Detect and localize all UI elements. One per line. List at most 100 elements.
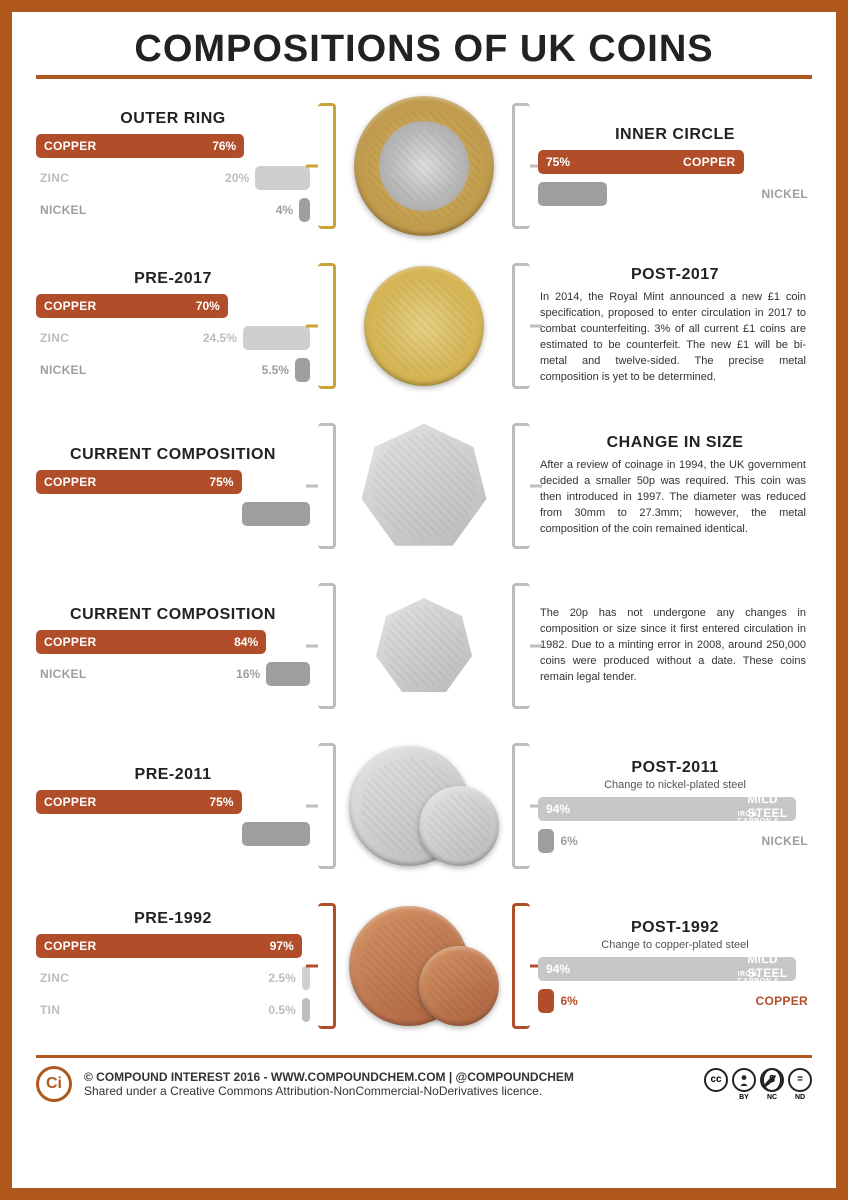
composition-bar: ZINC 24.5%	[36, 326, 310, 350]
bracket	[318, 891, 336, 1041]
right-panel: CHANGE IN SIZE After a review of coinage …	[538, 434, 812, 538]
coin-column	[344, 266, 504, 386]
bar-group: COPPER 76% ZINC 20% NICKEL 4%	[36, 134, 310, 222]
panel-title: PRE-1992	[36, 910, 310, 928]
composition-bar: COPPER 76%	[36, 134, 310, 158]
right-panel: POST-2011 Change to nickel-plated steel 9…	[538, 759, 812, 853]
title-rule	[36, 75, 812, 79]
panel-title: POST-1992	[538, 919, 812, 937]
composition-bar: 25% NICKEL	[538, 182, 812, 206]
bar-group: 75% COPPER 25% NICKEL	[538, 150, 812, 206]
composition-bar: 94% MILD STEELIRON, CARBON & MANGANESE	[538, 797, 812, 821]
composition-bar: COPPER 84%	[36, 630, 310, 654]
composition-bar: NICKEL 25%	[36, 502, 310, 526]
left-panel: PRE-2017 COPPER 70%ZINC 24.5% NICKEL 5.5…	[36, 270, 310, 382]
cc-badge-cc: cc	[704, 1068, 728, 1101]
bracket	[318, 91, 336, 241]
bracket	[512, 411, 530, 561]
panel-text: The 20p has not undergone any changes in…	[538, 606, 812, 686]
panel-title: CHANGE IN SIZE	[538, 434, 812, 452]
cc-badges: ccBY$NC=ND	[704, 1068, 812, 1101]
right-panel: The 20p has not undergone any changes in…	[538, 606, 812, 686]
left-panel: CURRENT COMPOSITION COPPER 84% NICKEL 16%	[36, 606, 310, 686]
bar-group: 94% MILD STEELIRON, CARBON & MANGANESE 6…	[538, 957, 812, 1013]
bar-group: COPPER 70%ZINC 24.5% NICKEL 5.5%	[36, 294, 310, 382]
coin-row: PRE-2011 COPPER 75% NICKEL 25% POST-2011 C…	[36, 731, 812, 881]
panel-title: PRE-2011	[36, 766, 310, 784]
composition-bar: ZINC 2.5%	[36, 966, 310, 990]
bracket	[512, 891, 530, 1041]
bar-group: 94% MILD STEELIRON, CARBON & MANGANESE 6…	[538, 797, 812, 853]
right-panel: INNER CIRCLE 75% COPPER 25% NICKEL	[538, 126, 812, 206]
bar-group: COPPER 75% NICKEL 25%	[36, 790, 310, 846]
coin-column	[344, 596, 504, 696]
coin-image	[354, 96, 494, 236]
bracket	[512, 251, 530, 401]
bracket	[318, 571, 336, 721]
bracket	[512, 571, 530, 721]
coin-pair	[349, 746, 499, 866]
right-panel: POST-2017 In 2014, the Royal Mint announc…	[538, 266, 812, 386]
left-panel: PRE-1992 COPPER 97% ZINC 2.5% TIN 0.5%	[36, 910, 310, 1022]
rows-container: OUTER RING COPPER 76%ZINC 20% NICKEL 4% …	[36, 91, 812, 1041]
composition-bar: NICKEL 25%	[36, 822, 310, 846]
left-panel: PRE-2011 COPPER 75% NICKEL 25%	[36, 766, 310, 846]
composition-bar: COPPER 97%	[36, 934, 310, 958]
coin-row: CURRENT COMPOSITION COPPER 75% NICKEL 25%…	[36, 411, 812, 561]
composition-bar: 6% COPPER	[538, 989, 812, 1013]
coin-image	[359, 421, 489, 551]
composition-bar: 6% NICKEL	[538, 829, 812, 853]
bracket	[318, 251, 336, 401]
bar-group: COPPER 97% ZINC 2.5% TIN 0.5%	[36, 934, 310, 1022]
bracket	[512, 91, 530, 241]
panel-title: PRE-2017	[36, 270, 310, 288]
composition-bar: ZINC 20%	[36, 166, 310, 190]
bracket	[512, 731, 530, 881]
coin-pair	[349, 906, 499, 1026]
composition-bar: NICKEL 4%	[36, 198, 310, 222]
coin-column	[344, 421, 504, 551]
panel-title: INNER CIRCLE	[538, 126, 812, 144]
footer-text: © COMPOUND INTEREST 2016 - WWW.COMPOUNDC…	[84, 1070, 692, 1098]
footer-licence: Shared under a Creative Commons Attribut…	[84, 1084, 692, 1098]
panel-subtitle: Change to copper-plated steel	[538, 939, 812, 951]
composition-bar: TIN 0.5%	[36, 998, 310, 1022]
panel-title: CURRENT COMPOSITION	[36, 606, 310, 624]
panel-title: OUTER RING	[36, 110, 310, 128]
composition-bar: NICKEL 16%	[36, 662, 310, 686]
composition-bar: COPPER 75%	[36, 790, 310, 814]
coin-row: PRE-2017 COPPER 70%ZINC 24.5% NICKEL 5.5…	[36, 251, 812, 401]
cc-badge-nd: =ND	[788, 1068, 812, 1101]
coin-column	[344, 96, 504, 236]
left-panel: OUTER RING COPPER 76% ZINC 20% NICKEL 4%	[36, 110, 310, 222]
cc-badge-by: BY	[732, 1068, 756, 1101]
coin-image	[364, 266, 484, 386]
panel-subtitle: Change to nickel-plated steel	[538, 779, 812, 791]
panel-title: POST-2017	[538, 266, 812, 284]
coin-row: CURRENT COMPOSITION COPPER 84% NICKEL 16%…	[36, 571, 812, 721]
coin-column	[344, 746, 504, 866]
compound-interest-logo: Ci	[36, 1066, 72, 1102]
composition-bar: 94% MILD STEELIRON, CARBON & MANGANESE	[538, 957, 812, 981]
right-panel: POST-1992 Change to copper-plated steel 9…	[538, 919, 812, 1013]
panel-title: POST-2011	[538, 759, 812, 777]
infographic-frame: COMPOSITIONS OF UK COINS OUTER RING COPP…	[0, 0, 848, 1200]
main-title: COMPOSITIONS OF UK COINS	[36, 28, 812, 71]
left-panel: CURRENT COMPOSITION COPPER 75% NICKEL 25%	[36, 446, 310, 526]
composition-bar: COPPER 75%	[36, 470, 310, 494]
panel-text: After a review of coinage in 1994, the U…	[538, 458, 812, 538]
bracket	[318, 731, 336, 881]
bar-group: COPPER 84% NICKEL 16%	[36, 630, 310, 686]
footer-copyright: © COMPOUND INTEREST 2016 - WWW.COMPOUNDC…	[84, 1070, 692, 1084]
bracket	[318, 411, 336, 561]
panel-text: In 2014, the Royal Mint announced a new …	[538, 290, 812, 386]
cc-badge-nc: $NC	[760, 1068, 784, 1101]
bar-group: COPPER 75% NICKEL 25%	[36, 470, 310, 526]
footer: Ci © COMPOUND INTEREST 2016 - WWW.COMPOU…	[36, 1055, 812, 1102]
composition-bar: 75% COPPER	[538, 150, 812, 174]
coin-column	[344, 906, 504, 1026]
coin-row: PRE-1992 COPPER 97% ZINC 2.5% TIN 0.5% PO…	[36, 891, 812, 1041]
composition-bar: COPPER 70%	[36, 294, 310, 318]
coin-image	[374, 596, 474, 696]
panel-title: CURRENT COMPOSITION	[36, 446, 310, 464]
